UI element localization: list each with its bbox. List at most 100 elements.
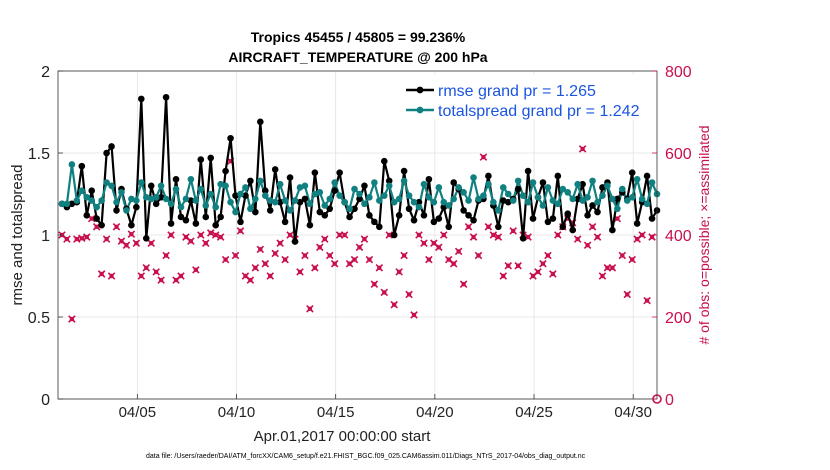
totalspread-point bbox=[108, 182, 115, 190]
obs-marker-dot bbox=[144, 265, 149, 270]
totalspread-point bbox=[351, 185, 358, 193]
obs-count-marker bbox=[435, 243, 443, 252]
totalspread-point bbox=[514, 177, 522, 185]
obs-count-marker bbox=[261, 259, 270, 268]
obs-count-marker bbox=[514, 261, 522, 270]
rmse-point bbox=[385, 177, 393, 185]
obs-marker-dot bbox=[590, 224, 595, 229]
obs-count-marker bbox=[162, 251, 170, 260]
rmse-point bbox=[93, 215, 100, 222]
obs-marker-dot bbox=[491, 232, 496, 238]
totalspread-point bbox=[346, 205, 353, 213]
obs-count-marker bbox=[539, 259, 547, 268]
totalspread-point bbox=[410, 198, 418, 206]
obs-count-series bbox=[58, 145, 662, 404]
obs-marker-dot bbox=[406, 292, 412, 297]
obs-marker-dot bbox=[153, 269, 159, 275]
totalspread-point bbox=[68, 161, 76, 168]
obs-count-marker bbox=[68, 315, 76, 323]
legend-label-rmse: rmse grand pr = 1.265 bbox=[438, 83, 596, 100]
totalspread-point bbox=[286, 207, 294, 214]
obs-marker-dot bbox=[203, 241, 208, 246]
totalspread-point bbox=[628, 193, 636, 201]
obs-count-marker bbox=[187, 237, 195, 245]
obs-count-marker bbox=[271, 249, 279, 258]
totalspread-point bbox=[128, 195, 135, 203]
obs-count-marker bbox=[549, 270, 557, 278]
obs-marker-dot bbox=[545, 253, 551, 258]
obs-count-marker bbox=[306, 305, 314, 313]
obs-count-marker bbox=[618, 251, 627, 260]
obs-count-marker bbox=[330, 259, 339, 268]
totalspread-point bbox=[509, 197, 517, 204]
totalspread-point bbox=[321, 202, 329, 209]
totalspread-point bbox=[78, 187, 86, 195]
obs-marker-dot bbox=[411, 312, 417, 318]
rmse-point bbox=[291, 238, 299, 245]
rmse-point bbox=[529, 215, 537, 222]
rmse-point bbox=[207, 154, 215, 162]
totalspread-point bbox=[420, 180, 428, 188]
totalspread-point bbox=[202, 202, 210, 209]
totalspread-point bbox=[604, 182, 611, 190]
obs-marker-dot bbox=[337, 232, 342, 238]
rmse-point bbox=[202, 213, 210, 221]
totalspread-point bbox=[133, 197, 140, 204]
rmse-point bbox=[594, 208, 601, 216]
obs-marker-dot bbox=[367, 257, 372, 262]
totalspread-point bbox=[296, 184, 304, 191]
obs-marker-dot bbox=[307, 306, 313, 311]
totalspread-point bbox=[212, 203, 219, 211]
totalspread-point bbox=[113, 198, 120, 206]
rmse-point bbox=[222, 167, 229, 175]
totalspread-point bbox=[380, 192, 388, 199]
totalspread-point bbox=[633, 175, 641, 183]
totalspread-point bbox=[609, 195, 616, 203]
obs-marker-dot bbox=[89, 216, 94, 221]
obs-count-marker bbox=[137, 272, 146, 280]
totalspread-point bbox=[485, 180, 492, 188]
totalspread-point bbox=[638, 195, 646, 203]
obs-count-marker bbox=[469, 233, 478, 241]
rmse-point bbox=[648, 215, 656, 222]
obs-marker-dot bbox=[248, 277, 253, 283]
totalspread-point bbox=[549, 197, 557, 204]
obs-marker-dot bbox=[74, 236, 80, 242]
obs-count-marker bbox=[132, 239, 141, 247]
rmse-point bbox=[271, 166, 279, 173]
totalspread-point bbox=[103, 179, 110, 186]
totalspread-point bbox=[519, 192, 527, 199]
obs-marker-dot bbox=[183, 234, 189, 240]
rmse-point bbox=[519, 234, 527, 242]
obs-marker-dot bbox=[282, 257, 288, 262]
obs-count-marker bbox=[529, 272, 537, 280]
rmse-point bbox=[187, 197, 195, 204]
totalspread-point bbox=[167, 200, 175, 208]
obs-count-marker bbox=[102, 235, 111, 243]
obs-count-marker bbox=[499, 272, 508, 280]
totalspread-point bbox=[331, 179, 338, 186]
obs-marker-dot bbox=[317, 245, 323, 250]
obs-marker-dot bbox=[297, 269, 303, 275]
rmse-point bbox=[574, 195, 581, 203]
obs-count-marker bbox=[385, 231, 394, 239]
totalspread-point bbox=[247, 205, 254, 213]
left-tick-label: 2 bbox=[41, 64, 50, 81]
totalspread-point bbox=[440, 198, 448, 206]
legend-box bbox=[401, 74, 655, 120]
obs-count-marker bbox=[107, 272, 116, 280]
obs-count-marker bbox=[400, 251, 408, 260]
rmse-point bbox=[177, 213, 185, 221]
totalspread-point bbox=[271, 198, 279, 206]
obs-count-marker bbox=[484, 223, 493, 231]
totalspread-point bbox=[524, 198, 532, 206]
legend-marker-totalspread bbox=[416, 106, 424, 114]
totalspread-point bbox=[281, 197, 289, 204]
totalspread-point bbox=[589, 177, 596, 185]
rmse-point bbox=[470, 216, 477, 224]
legend-marker-rmse bbox=[416, 86, 424, 94]
totalspread-point bbox=[415, 203, 423, 211]
rmse-point bbox=[108, 143, 115, 150]
obs-marker-dot bbox=[64, 236, 70, 242]
